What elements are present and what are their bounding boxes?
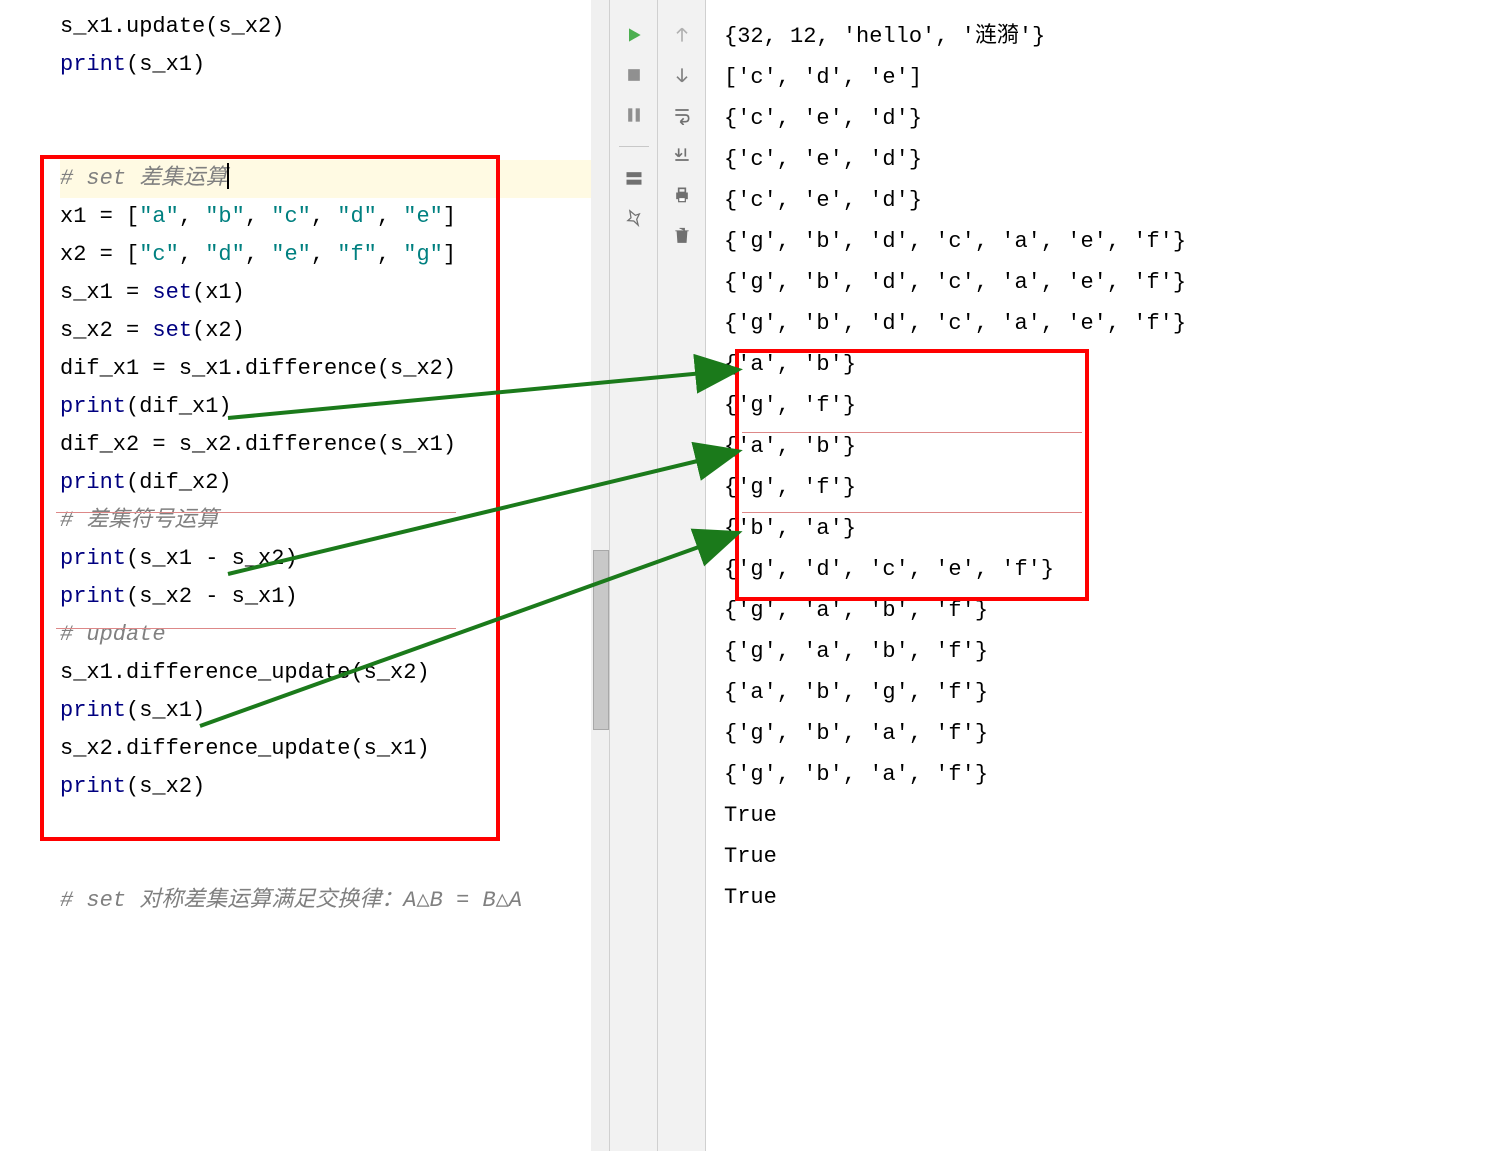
output-line: {'g', 'f'} <box>724 385 1490 426</box>
scroll-to-end-icon[interactable] <box>671 144 693 166</box>
code-line: s_x1 = set(x1) <box>60 274 609 312</box>
code-line: x1 = ["a", "b", "c", "d", "e"] <box>60 198 609 236</box>
run-icon[interactable] <box>623 24 645 46</box>
code-line: x2 = ["c", "d", "e", "f", "g"] <box>60 236 609 274</box>
run-panel: {32, 12, 'hello', '涟漪'} ['c', 'd', 'e'] … <box>610 0 1498 1151</box>
code-line: print(s_x1) <box>60 46 609 84</box>
code-line: print(s_x2 - s_x1) <box>60 578 609 616</box>
code-line <box>60 122 609 160</box>
up-icon[interactable] <box>671 24 693 46</box>
output-line: {'g', 'a', 'b', 'f'} <box>724 631 1490 672</box>
run-toolbar-right <box>658 0 706 1151</box>
output-line: ['c', 'd', 'e'] <box>724 57 1490 98</box>
output-line: True <box>724 877 1490 918</box>
down-icon[interactable] <box>671 64 693 86</box>
code-line: # update <box>60 616 609 654</box>
pause-icon[interactable] <box>623 104 645 126</box>
code-line: print(s_x1) <box>60 692 609 730</box>
code-area[interactable]: s_x1.update(s_x2) print(s_x1) # set 差集运算… <box>0 8 609 920</box>
output-line: True <box>724 836 1490 877</box>
output-line: {'c', 'e', 'd'} <box>724 98 1490 139</box>
code-line: s_x1.difference_update(s_x2) <box>60 654 609 692</box>
output-line: {'g', 'd', 'c', 'e', 'f'} <box>724 549 1490 590</box>
annotation-hline <box>56 628 456 629</box>
soft-wrap-icon[interactable] <box>671 104 693 126</box>
output-line: True <box>724 795 1490 836</box>
code-line <box>60 806 609 844</box>
trash-icon[interactable] <box>671 224 693 246</box>
output-line: {'a', 'b'} <box>724 344 1490 385</box>
editor-scrollbar-thumb[interactable] <box>593 550 609 730</box>
output-line: {'b', 'a'} <box>724 508 1490 549</box>
output-line: {'a', 'b', 'g', 'f'} <box>724 672 1490 713</box>
editor-scrollbar-track[interactable] <box>591 0 609 1151</box>
toolbar-separator <box>619 146 649 147</box>
output-line: {'g', 'b', 'a', 'f'} <box>724 713 1490 754</box>
editor-panel: s_x1.update(s_x2) print(s_x1) # set 差集运算… <box>0 0 610 1151</box>
code-line: s_x2.difference_update(s_x1) <box>60 730 609 768</box>
output-line: {32, 12, 'hello', '涟漪'} <box>724 16 1490 57</box>
code-line: dif_x1 = s_x1.difference(s_x2) <box>60 350 609 388</box>
code-line-highlighted: # set 差集运算 <box>60 160 609 198</box>
text-cursor <box>227 163 229 189</box>
code-line: print(s_x1 - s_x2) <box>60 540 609 578</box>
code-line: print(dif_x1) <box>60 388 609 426</box>
output-line: {'c', 'e', 'd'} <box>724 180 1490 221</box>
annotation-hline <box>742 512 1082 513</box>
output-line: {'g', 'a', 'b', 'f'} <box>724 590 1490 631</box>
print-icon[interactable] <box>671 184 693 206</box>
output-line: {'g', 'b', 'd', 'c', 'a', 'e', 'f'} <box>724 221 1490 262</box>
main-container: s_x1.update(s_x2) print(s_x1) # set 差集运算… <box>0 0 1498 1151</box>
output-line: {'c', 'e', 'd'} <box>724 139 1490 180</box>
output-area[interactable]: {32, 12, 'hello', '涟漪'} ['c', 'd', 'e'] … <box>706 0 1498 1151</box>
run-toolbar-left <box>610 0 658 1151</box>
code-line: s_x1.update(s_x2) <box>60 8 609 46</box>
layout-icon[interactable] <box>623 167 645 189</box>
annotation-hline <box>56 512 456 513</box>
code-line: s_x2 = set(x2) <box>60 312 609 350</box>
output-line: {'g', 'b', 'd', 'c', 'a', 'e', 'f'} <box>724 262 1490 303</box>
code-line: # 差集符号运算 <box>60 502 609 540</box>
code-line: print(s_x2) <box>60 768 609 806</box>
stop-icon[interactable] <box>623 64 645 86</box>
annotation-hline <box>742 432 1082 433</box>
code-line <box>60 844 609 882</box>
output-line: {'g', 'b', 'd', 'c', 'a', 'e', 'f'} <box>724 303 1490 344</box>
code-line: # set 对称差集运算满足交换律：A△B = B△A <box>60 882 609 920</box>
code-line: print(dif_x2) <box>60 464 609 502</box>
output-line: {'g', 'f'} <box>724 467 1490 508</box>
pin-icon[interactable] <box>623 207 645 229</box>
code-line <box>60 84 609 122</box>
output-line: {'g', 'b', 'a', 'f'} <box>724 754 1490 795</box>
code-line: dif_x2 = s_x2.difference(s_x1) <box>60 426 609 464</box>
